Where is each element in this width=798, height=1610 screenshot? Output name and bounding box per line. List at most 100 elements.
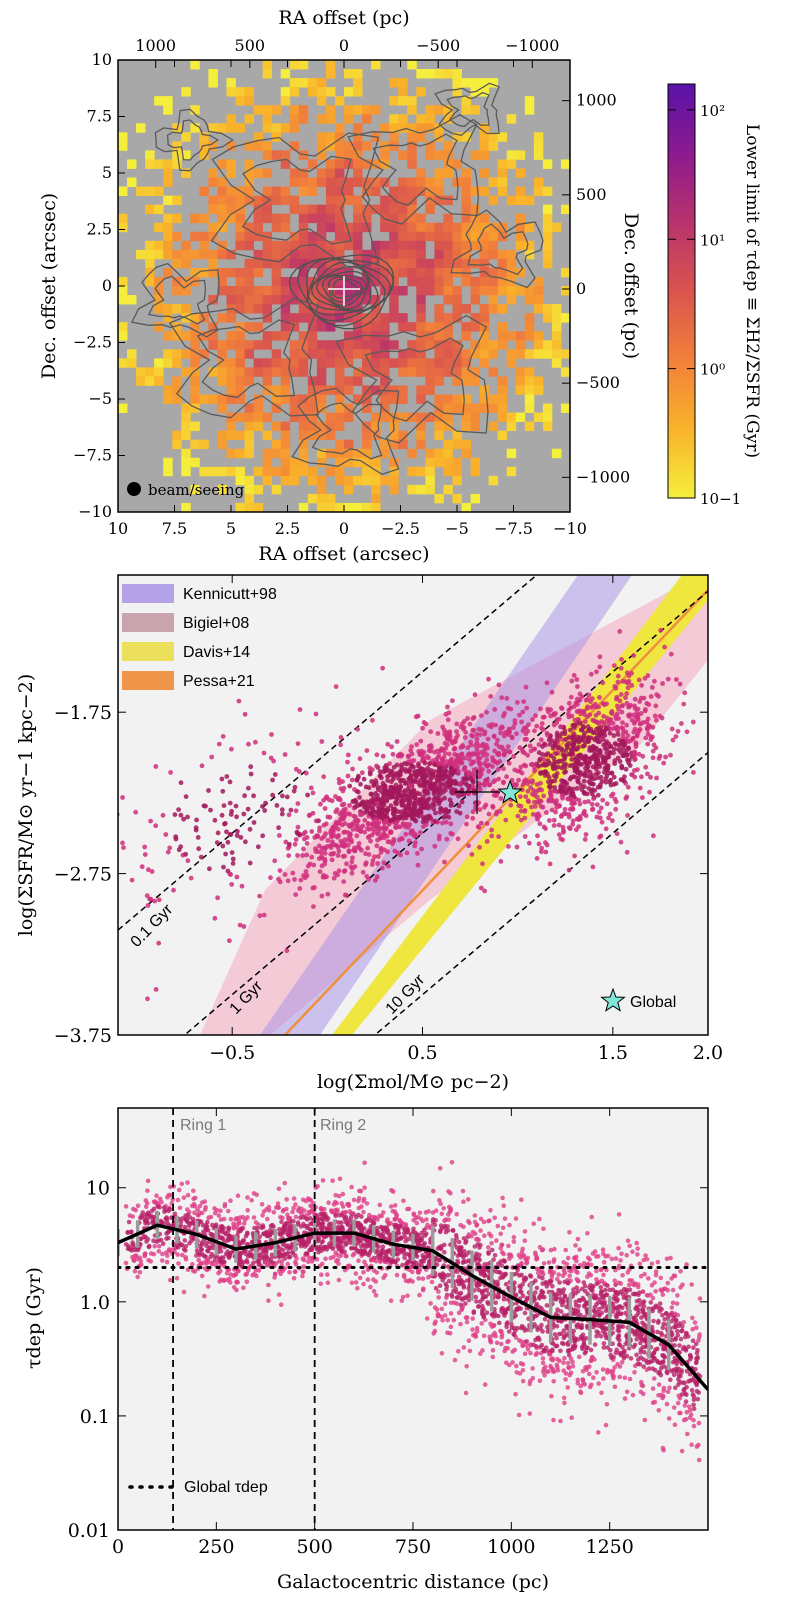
map-pixel bbox=[479, 304, 490, 314]
radial-point bbox=[330, 1178, 335, 1183]
map-pixel bbox=[398, 240, 408, 251]
ks-point bbox=[421, 776, 427, 782]
ks-point bbox=[597, 654, 603, 660]
map-pixel bbox=[416, 394, 426, 404]
ks-point bbox=[399, 836, 405, 842]
map-pixel bbox=[362, 159, 372, 169]
ks-point bbox=[563, 748, 568, 753]
co-contours bbox=[130, 82, 544, 476]
map-pixel bbox=[479, 403, 490, 413]
map-pixel bbox=[334, 457, 345, 468]
map-pixel bbox=[371, 177, 381, 187]
map-pixel bbox=[452, 222, 462, 233]
map-pixel bbox=[443, 358, 453, 368]
map-pixel bbox=[253, 295, 264, 305]
ks-point bbox=[515, 813, 521, 819]
map-pixel bbox=[316, 358, 327, 368]
map-pixel bbox=[470, 258, 480, 269]
map-pixel bbox=[253, 258, 264, 269]
radial-point bbox=[693, 1341, 699, 1347]
map-pixel bbox=[271, 132, 282, 142]
ks-point bbox=[522, 762, 527, 768]
map-pixel bbox=[434, 123, 444, 133]
map-pixel bbox=[443, 69, 453, 79]
map-pixel bbox=[334, 141, 345, 151]
ks-point bbox=[515, 700, 520, 705]
ks-point bbox=[443, 768, 449, 774]
ks-point bbox=[260, 833, 266, 839]
map-pixel bbox=[226, 286, 236, 296]
map-pixel bbox=[325, 502, 336, 512]
map-pixel bbox=[362, 340, 372, 350]
ks-point bbox=[648, 774, 653, 780]
ks-point bbox=[349, 839, 354, 845]
ks-point bbox=[504, 696, 510, 701]
map-pixel bbox=[280, 195, 291, 206]
map-pixel bbox=[524, 313, 535, 323]
ks-point bbox=[436, 833, 442, 839]
ks-point bbox=[559, 778, 564, 783]
ks-point bbox=[547, 784, 553, 790]
ks-point bbox=[553, 765, 559, 771]
map-pixel bbox=[289, 322, 300, 332]
ks-point bbox=[416, 770, 422, 776]
ks-point bbox=[377, 769, 383, 774]
map-pixel bbox=[371, 204, 381, 215]
ks-point bbox=[578, 727, 584, 733]
map-x-tick-label: 7.5 bbox=[162, 519, 187, 538]
radial-point bbox=[691, 1406, 697, 1411]
ks-point bbox=[446, 814, 452, 820]
ks-point bbox=[608, 777, 613, 783]
map-pixel bbox=[334, 412, 345, 422]
ks-point bbox=[403, 793, 409, 798]
ks-point bbox=[474, 747, 480, 752]
ks-point bbox=[251, 820, 257, 825]
map-pixel bbox=[271, 105, 282, 115]
legend-swatch-bigiel bbox=[122, 613, 174, 632]
radial-point bbox=[420, 1276, 426, 1281]
ks-point bbox=[403, 831, 409, 837]
map-pixel bbox=[271, 295, 282, 305]
ks-point bbox=[582, 773, 588, 778]
ks-point bbox=[348, 823, 354, 829]
ks-point bbox=[282, 752, 288, 757]
ks-point bbox=[437, 809, 443, 815]
ks-point bbox=[319, 739, 325, 744]
map-pixel bbox=[407, 340, 417, 350]
radial-point bbox=[271, 1210, 277, 1215]
legend-label-bigiel: Bigiel+08 bbox=[183, 615, 249, 632]
map-pixel bbox=[325, 159, 336, 169]
map-pixel bbox=[235, 385, 245, 395]
radial-point bbox=[541, 1369, 546, 1374]
map-pixel bbox=[280, 276, 291, 287]
map-pixel bbox=[325, 322, 336, 332]
ks-point bbox=[234, 833, 240, 838]
ks-point bbox=[525, 788, 531, 794]
map-pixel bbox=[307, 177, 318, 187]
ks-point bbox=[276, 825, 281, 831]
ks-point bbox=[421, 824, 426, 829]
ks-point bbox=[530, 812, 536, 817]
ks-point bbox=[142, 852, 148, 857]
ks-point bbox=[422, 760, 428, 766]
radial-point bbox=[601, 1345, 607, 1350]
map-pixel bbox=[362, 286, 372, 296]
ks-point bbox=[360, 799, 366, 805]
map-pixel bbox=[353, 258, 363, 269]
radial-point bbox=[552, 1246, 557, 1252]
map-pixel bbox=[398, 78, 408, 88]
ks-point bbox=[606, 815, 611, 821]
map-pixel bbox=[434, 358, 444, 368]
ks-point bbox=[436, 760, 441, 766]
radial-point bbox=[556, 1272, 561, 1277]
ks-point bbox=[375, 784, 381, 790]
map-pixel bbox=[389, 340, 399, 350]
map-pixel bbox=[398, 186, 408, 196]
depletion-line bbox=[183, 590, 708, 1035]
ks-point bbox=[351, 798, 357, 804]
ks-point bbox=[282, 872, 288, 877]
map-pixel bbox=[407, 195, 417, 206]
map-pixel bbox=[515, 186, 526, 196]
map-pixel bbox=[533, 304, 544, 314]
radial-point bbox=[557, 1280, 562, 1285]
